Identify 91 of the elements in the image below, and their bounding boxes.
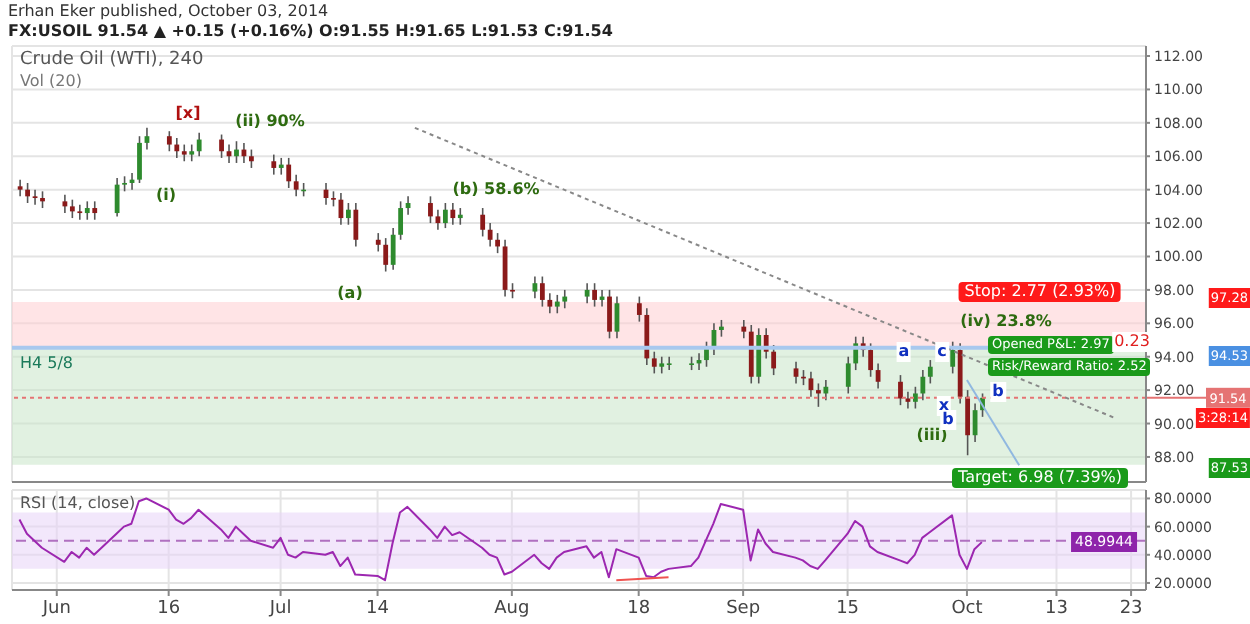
candlestick — [249, 148, 254, 169]
candlestick — [607, 289, 612, 340]
candlestick — [539, 275, 545, 308]
candlestick — [845, 355, 851, 395]
candlestick — [771, 344, 777, 376]
x-tick-label: Jun — [40, 598, 71, 619]
candlestick — [898, 374, 903, 406]
candlestick — [547, 292, 553, 315]
candlestick — [398, 200, 404, 241]
annotation: (a) — [337, 284, 363, 304]
x-tick-label: Sep — [726, 598, 761, 619]
chart-title: RSI (14, close) — [20, 494, 136, 512]
candlestick — [741, 319, 747, 340]
candlestick — [278, 157, 284, 176]
x-tick-label: 14 — [366, 598, 390, 619]
candlestick — [234, 140, 239, 164]
candlestick — [666, 355, 672, 371]
candlestick — [748, 324, 754, 385]
candlestick — [293, 173, 299, 198]
candlestick — [816, 382, 821, 408]
candlestick — [450, 202, 456, 226]
annotation: (ii) 90% — [235, 112, 305, 132]
candlestick — [495, 232, 500, 254]
candlestick — [375, 232, 381, 253]
candlestick — [823, 379, 829, 401]
candlestick — [92, 200, 98, 221]
candlestick — [32, 188, 38, 206]
annotation: c — [935, 342, 949, 362]
annotation: 0.23 — [1112, 332, 1152, 352]
annotation: Target: 6.98 (7.39%) — [952, 468, 1128, 488]
candlestick — [77, 203, 83, 221]
candlestick — [532, 275, 538, 300]
candlestick — [920, 369, 926, 401]
candlestick — [166, 130, 172, 153]
x-tick-label: 15 — [836, 598, 860, 619]
x-tick-label: 16 — [157, 598, 181, 619]
chart-title: Crude Oil (WTI), 240 — [20, 50, 204, 70]
annotation: Stop: 2.77 (2.93%) — [958, 282, 1122, 302]
x-tick-label: Jul — [267, 598, 292, 619]
candlestick — [927, 359, 933, 385]
text: Erhan Eker published, October 03, 2014 — [8, 2, 329, 22]
x-tick-label: 18 — [627, 598, 651, 619]
candlestick — [644, 307, 650, 366]
candlestick — [137, 135, 142, 184]
candlestick — [174, 137, 180, 159]
candlestick — [271, 153, 277, 176]
candlestick — [636, 295, 642, 323]
candlestick — [428, 195, 433, 224]
candlestick — [965, 389, 971, 457]
candlestick — [950, 340, 956, 375]
candlestick — [480, 207, 486, 238]
annotation: (i) — [155, 186, 177, 206]
line-series — [18, 497, 983, 582]
candlestick — [84, 200, 90, 221]
candlestick — [562, 289, 568, 310]
candlestick — [383, 237, 389, 273]
text: FX:USOIL 91.54 ▲ +0.15 (+0.16%) O:91.55 H:91.65 L:91.53 C:91.54 — [8, 22, 613, 42]
annotation: (iv) 23.8% — [960, 312, 1052, 332]
annotation: Vol (20) — [20, 72, 82, 92]
candlestick — [651, 350, 657, 375]
annotation: [x] — [175, 104, 201, 124]
candlestick — [442, 202, 448, 229]
candlestick — [219, 133, 224, 159]
x-tick-label: 23 — [1119, 598, 1143, 619]
annotation: (iii) — [916, 426, 948, 446]
candlestick — [584, 282, 590, 305]
candlestick — [487, 222, 493, 248]
ref-line-label: H4 5/8 — [20, 353, 74, 372]
candlestick — [793, 360, 799, 385]
x-tick-label: 13 — [1045, 598, 1068, 619]
candlestick — [345, 202, 351, 226]
candlestick — [592, 282, 597, 308]
candlestick — [69, 198, 75, 219]
annotation: a — [896, 342, 912, 362]
candlestick — [957, 342, 963, 405]
candlestick — [196, 132, 202, 158]
annotation: b — [990, 382, 1006, 402]
annotation: b — [940, 410, 956, 430]
candlestick — [353, 202, 359, 248]
candlestick — [554, 294, 560, 315]
candlestick — [390, 227, 396, 271]
candlestick — [756, 327, 762, 385]
x-tick-label: Oct — [951, 598, 984, 619]
candlestick — [912, 385, 918, 410]
annotation: (b) 58.6% — [452, 180, 540, 200]
x-tick-label: Aug — [494, 598, 530, 619]
candlestick — [25, 182, 30, 204]
candlestick — [868, 342, 874, 378]
candlestick — [62, 193, 68, 214]
candlestick — [114, 177, 120, 218]
candlestick — [286, 157, 292, 189]
